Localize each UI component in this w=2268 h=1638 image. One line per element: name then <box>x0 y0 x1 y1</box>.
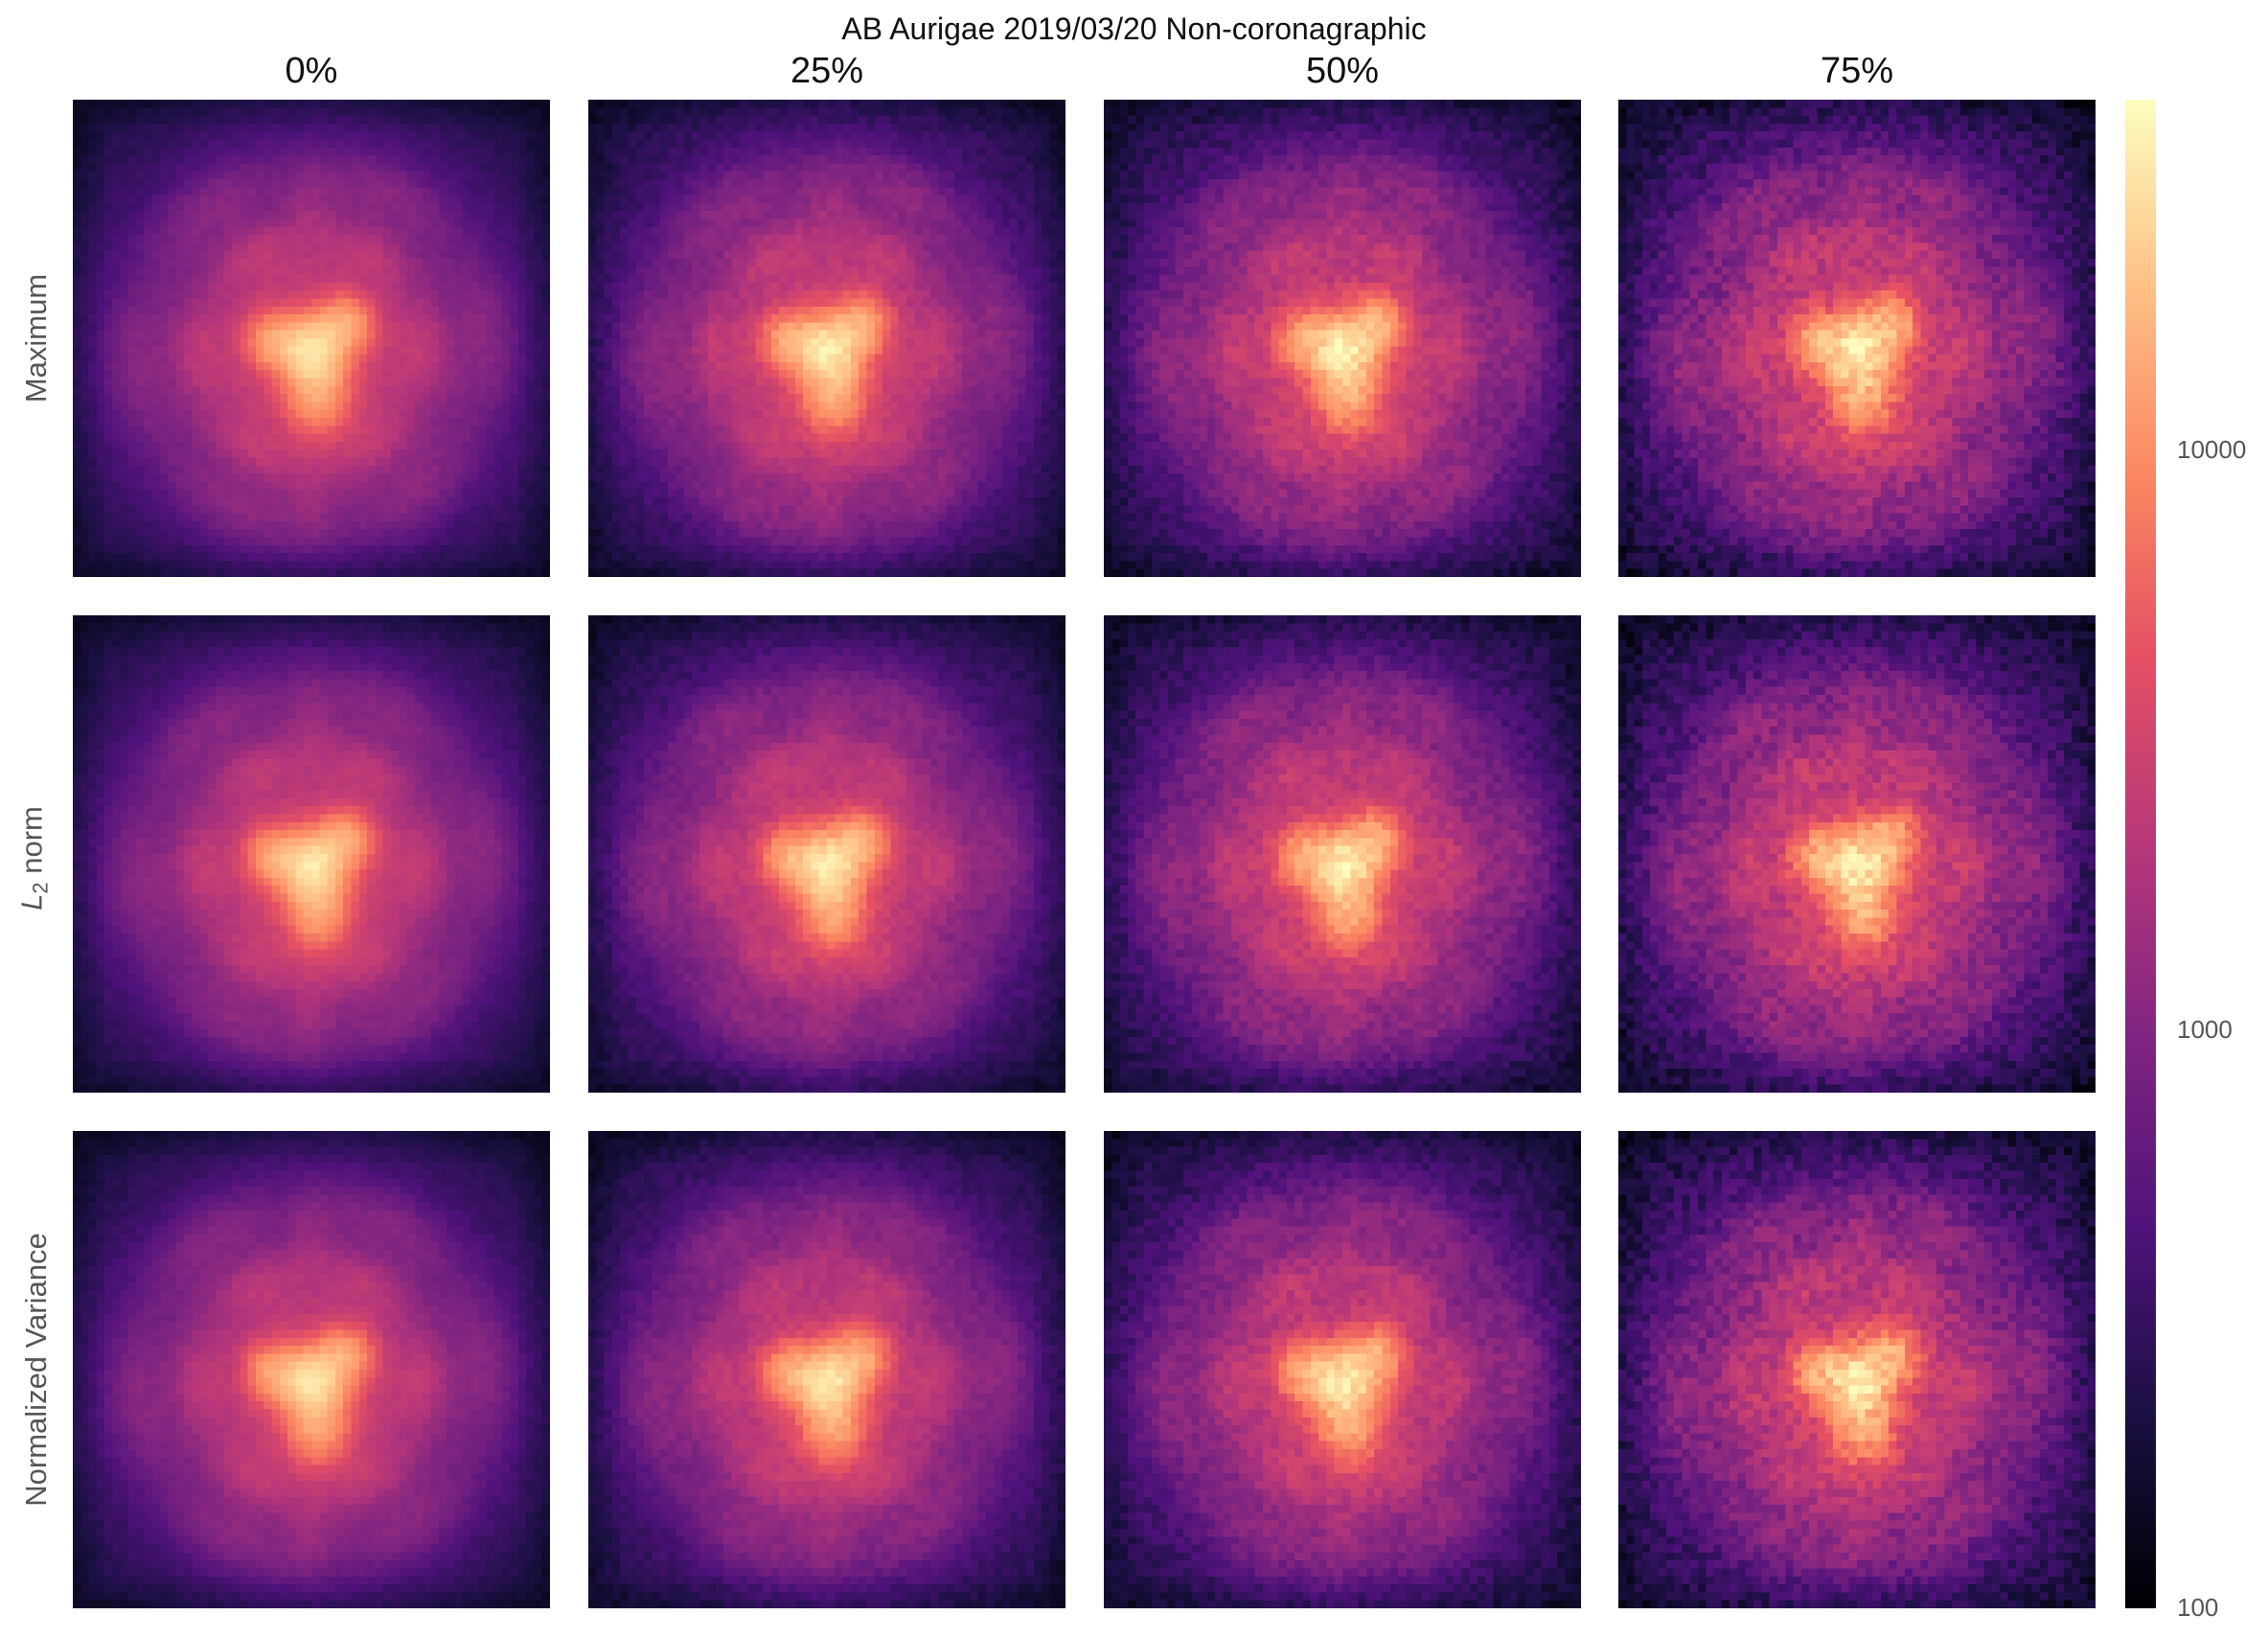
column-title-25: 25% <box>790 51 864 91</box>
figure-title: AB Aurigae 2019/03/20 Non-coronagraphic <box>841 12 1427 46</box>
heatmap-panel-maximum-50 <box>1104 100 1581 577</box>
heatmap-image <box>1618 1131 2096 1608</box>
heatmap-panel-normalized-variance-50 <box>1104 1131 1581 1608</box>
heatmap-image <box>588 615 1065 1093</box>
colorbar-gradient <box>2125 100 2156 1608</box>
row-label-normalized-variance: Normalized Variance <box>19 1120 54 1619</box>
colorbar-tick-100: 100 <box>2177 1593 2219 1622</box>
heatmap-panel-l2-norm-50 <box>1104 615 1581 1093</box>
heatmap-image <box>1618 100 2096 577</box>
heatmap-panel-normalized-variance-0 <box>73 1131 550 1608</box>
row-label-l2-suffix: norm <box>14 806 49 883</box>
heatmap-image <box>73 615 550 1093</box>
heatmap-panel-maximum-25 <box>588 100 1065 577</box>
heatmap-image <box>1104 1131 1581 1608</box>
heatmap-image <box>73 100 550 577</box>
heatmap-panel-l2-norm-0 <box>73 615 550 1093</box>
column-title-50: 50% <box>1305 51 1380 91</box>
column-title-75: 75% <box>1820 51 1894 91</box>
heatmap-panel-l2-norm-25 <box>588 615 1065 1093</box>
heatmap-panel-normalized-variance-25 <box>588 1131 1065 1608</box>
colorbar-tick-1000: 1000 <box>2177 1015 2233 1045</box>
heatmap-image <box>1618 615 2096 1093</box>
heatmap-panel-l2-norm-75 <box>1618 615 2096 1093</box>
row-label-maximum: Maximum <box>19 89 54 588</box>
heatmap-image <box>1104 615 1581 1093</box>
heatmap-panel-normalized-variance-75 <box>1618 1131 2096 1608</box>
row-label-l2-subscript: 2 <box>28 882 53 894</box>
colorbar-tick-10000: 10000 <box>2177 435 2247 465</box>
heatmap-image <box>73 1131 550 1608</box>
heatmap-image <box>588 100 1065 577</box>
heatmap-panel-maximum-0 <box>73 100 550 577</box>
row-label-l2-symbol: L <box>14 893 49 911</box>
heatmap-panel-maximum-75 <box>1618 100 2096 577</box>
column-title-0: 0% <box>285 51 338 91</box>
heatmap-image <box>588 1131 1065 1608</box>
row-label-normalized-variance-text: Normalized Variance <box>19 1233 53 1507</box>
colorbar <box>2125 100 2156 1608</box>
row-label-maximum-text: Maximum <box>19 273 53 404</box>
heatmap-image <box>1104 100 1581 577</box>
row-label-l2-norm: L2 norm <box>15 610 58 1108</box>
